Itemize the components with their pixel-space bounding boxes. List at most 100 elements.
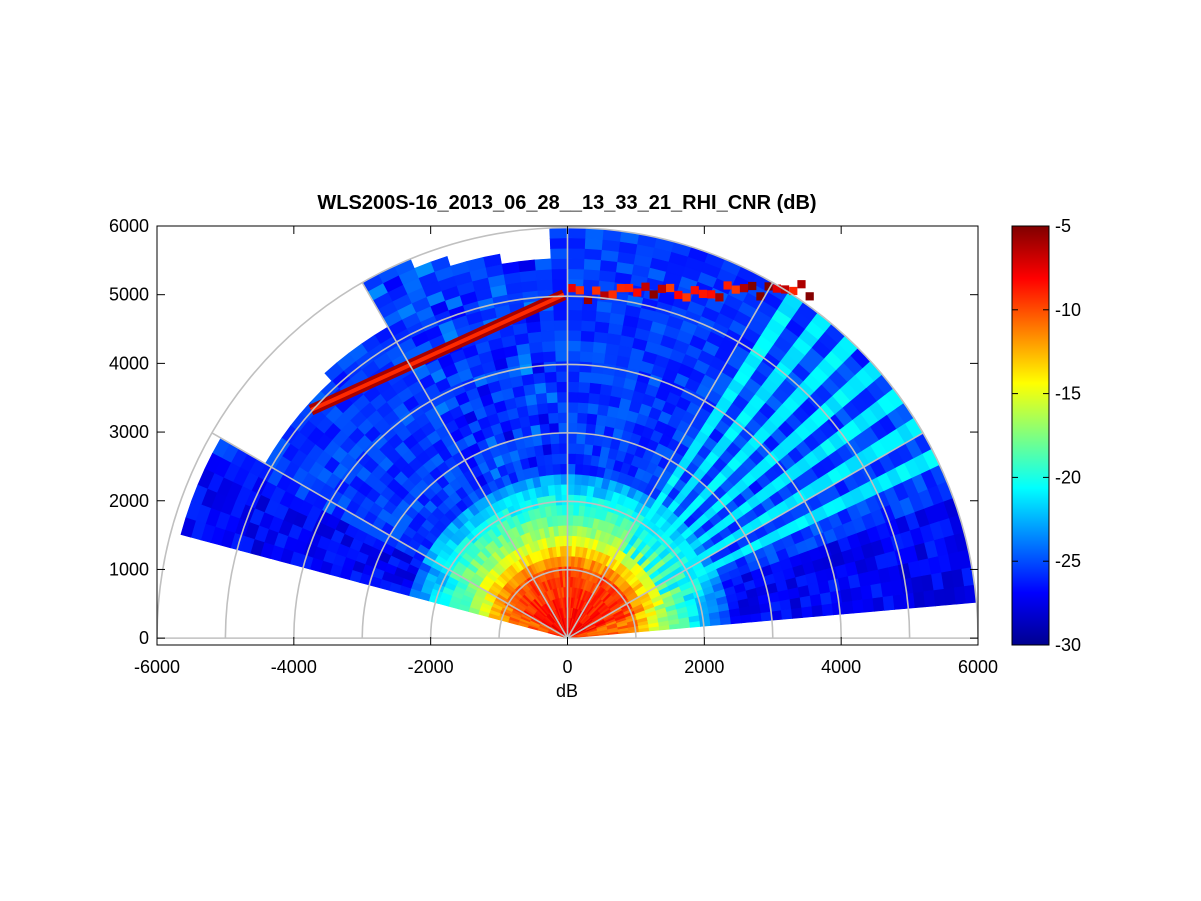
x-tick-label: -4000 [271,657,317,677]
heat-cell [791,606,803,619]
heat-cell [578,360,592,373]
heat-cell [801,605,814,618]
heat-cell [554,340,568,352]
heat-cell [576,412,588,424]
heat-cell [544,381,558,394]
cloud-cell [715,293,724,302]
heat-cell [583,443,594,456]
heat-cell [585,423,596,435]
heat-cell [589,371,603,385]
heat-cell [579,340,594,353]
heat-cell [530,361,545,374]
cloud-cell [748,281,757,291]
cloud-cell [641,282,650,291]
heat-cell [580,330,595,342]
chart-title: WLS200S-16_2013_06_28__13_33_21_RHI_CNR … [317,192,816,214]
heat-cell [518,269,537,283]
cloud-cell [739,284,749,293]
heat-cell [571,525,578,537]
heat-cell [552,309,568,321]
heat-cell [831,601,844,616]
heat-cell [567,370,580,383]
heat-cell [588,382,602,395]
heat-cell [819,591,833,605]
heat-cell [538,309,554,322]
heat-cell [567,391,579,403]
colorbar-tick-label: -30 [1055,635,1081,655]
heat-cell [594,320,610,334]
heat-cell [576,422,587,434]
heat-cell [567,329,582,342]
heat-cell [551,453,561,465]
y-tick-label: 0 [139,628,149,648]
heat-cell [573,494,581,506]
heat-cell [533,382,547,395]
heat-cell [521,290,539,303]
heat-cell [821,602,834,617]
heat-cell [547,412,559,424]
colorbar-tick-label: -20 [1055,467,1081,487]
y-tick-label: 6000 [109,216,149,236]
heat-cell [560,473,568,485]
heat-cell [567,340,581,352]
colorbar-tick-label: -25 [1055,551,1081,571]
heat-cell [549,237,568,249]
cloud-cell [723,281,732,290]
heat-cell [577,381,591,394]
cloud-cell [608,290,617,299]
heat-cell [575,432,586,445]
heat-cell [567,247,585,260]
cloud-cell [698,289,708,298]
heat-cell [534,268,553,281]
heat-cell [582,453,592,466]
heat-cell [567,422,578,434]
heat-cell [799,595,813,608]
heat-cell [567,227,586,239]
heat-cell [923,589,936,608]
heat-cell [780,608,793,620]
heat-cell [892,593,906,610]
heat-cell [597,279,615,293]
heat-cell [550,443,560,455]
heat-cell [567,483,575,495]
cloud-cell [797,280,806,289]
heat-cell [546,401,558,414]
heat-cell [862,597,875,613]
x-axis-label: dB [556,681,578,701]
heat-cell [528,341,543,354]
heat-cell [872,596,885,612]
cloud-cell [616,284,625,293]
x-tick-label: 6000 [958,657,998,677]
cloud-cell [567,284,576,293]
heat-cell [583,258,601,271]
heat-cell [579,350,593,363]
heat-cell [567,401,579,413]
heat-cell [573,484,582,496]
heat-cell [539,319,555,332]
heat-cell [522,383,536,396]
heat-cell [567,360,580,372]
heat-cell [580,474,590,486]
x-tick-label: 2000 [684,657,724,677]
heat-cell [543,371,557,383]
heat-cell [582,268,601,281]
heat-cell [567,473,575,485]
heat-cell [549,432,560,445]
heat-cell [567,463,576,475]
heat-cell [520,279,538,293]
heat-cell [525,320,541,334]
heat-cell [567,268,584,280]
heat-cell [591,444,602,457]
heat-cell [539,423,550,435]
heat-cell [580,319,596,332]
heat-cell [913,590,926,609]
heat-cell [555,360,568,372]
heat-cell [567,504,574,516]
heat-cell [548,422,559,434]
heat-cell [809,593,823,607]
heat-cell [532,371,546,385]
cloud-cell [682,293,691,302]
heat-cell [535,278,553,291]
heat-cell [567,350,581,362]
heat-cell [594,310,611,324]
